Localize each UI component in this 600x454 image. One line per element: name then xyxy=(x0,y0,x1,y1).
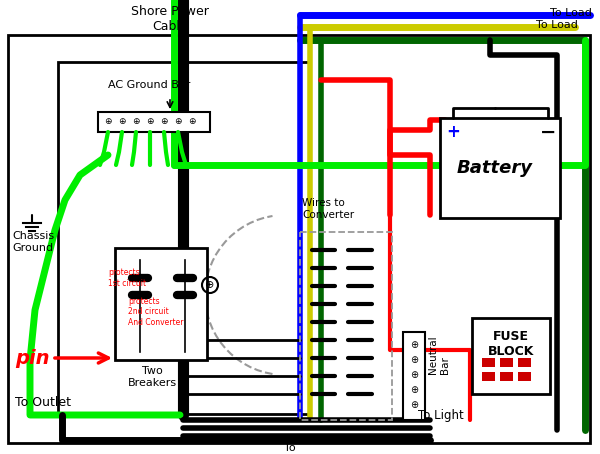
Text: ⊕: ⊕ xyxy=(160,118,168,127)
Text: ⊕: ⊕ xyxy=(410,355,418,365)
Bar xyxy=(500,372,513,381)
Bar xyxy=(300,232,392,420)
Text: protects
1st circuit: protects 1st circuit xyxy=(108,268,146,288)
Text: ⊕: ⊕ xyxy=(146,118,154,127)
Text: ⊕: ⊕ xyxy=(188,118,196,127)
Text: −: − xyxy=(540,123,556,142)
Text: ⊕: ⊕ xyxy=(410,400,418,410)
Bar xyxy=(482,358,495,367)
Bar xyxy=(500,358,513,367)
Bar xyxy=(58,62,310,414)
Text: ⊕: ⊕ xyxy=(205,280,215,290)
Text: To Light: To Light xyxy=(418,409,464,421)
Bar xyxy=(8,35,590,443)
Text: To
Air conditioner: To Air conditioner xyxy=(249,443,331,454)
Text: ⊕: ⊕ xyxy=(118,118,126,127)
Text: ⊕: ⊕ xyxy=(132,118,140,127)
Text: To Load: To Load xyxy=(550,8,592,18)
Text: ⊕: ⊕ xyxy=(174,118,182,127)
Text: ⊕: ⊕ xyxy=(104,118,112,127)
Text: To Load: To Load xyxy=(536,20,578,30)
Text: FUSE
BLOCK: FUSE BLOCK xyxy=(488,330,534,358)
Text: Two
Breakers: Two Breakers xyxy=(127,366,176,388)
Text: To Outlet: To Outlet xyxy=(15,395,71,409)
Bar xyxy=(440,118,560,218)
Text: Neutral
Bar: Neutral Bar xyxy=(428,336,449,374)
Bar xyxy=(518,372,531,381)
Text: ⊕: ⊕ xyxy=(410,370,418,380)
Bar xyxy=(518,358,531,367)
Text: ⊕: ⊕ xyxy=(410,340,418,350)
Text: Shore Power
Cable: Shore Power Cable xyxy=(131,5,209,33)
Bar xyxy=(403,332,425,420)
Text: ⊕: ⊕ xyxy=(410,385,418,395)
Text: AC Ground Bar: AC Ground Bar xyxy=(108,80,190,90)
Text: Chassis
Ground: Chassis Ground xyxy=(12,231,54,253)
Text: Wires to
Converter: Wires to Converter xyxy=(302,198,354,220)
Text: Battery: Battery xyxy=(457,159,533,177)
Bar xyxy=(115,248,207,360)
Bar xyxy=(482,372,495,381)
Text: protects
2nd circuit
And Converter: protects 2nd circuit And Converter xyxy=(128,297,184,327)
Bar xyxy=(472,318,550,394)
Text: pin: pin xyxy=(15,349,49,367)
Bar xyxy=(98,112,210,132)
Text: +: + xyxy=(446,123,460,141)
